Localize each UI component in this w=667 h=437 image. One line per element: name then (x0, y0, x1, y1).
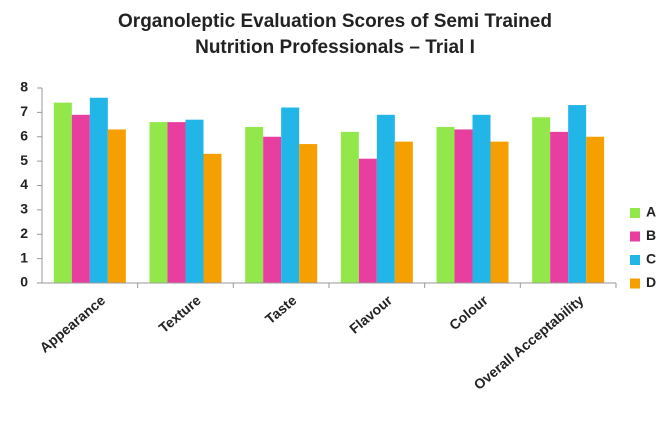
x-tick-label: Flavour (346, 292, 395, 337)
bar (550, 131, 569, 283)
y-tick-label: 7 (20, 103, 28, 119)
bar (376, 114, 395, 283)
x-tick-label: Overall Acceptability (470, 292, 586, 393)
bar (586, 136, 605, 283)
x-tick-label: Colour (446, 292, 491, 334)
bar (568, 105, 587, 283)
bar (263, 136, 282, 283)
bar (299, 144, 318, 283)
bar (281, 107, 300, 283)
bar (71, 114, 90, 283)
bar (89, 97, 108, 283)
bar (358, 158, 377, 283)
bar (532, 117, 551, 283)
x-tick-label: Texture (156, 292, 204, 336)
bar (107, 129, 126, 283)
y-tick-label: 4 (20, 176, 28, 192)
bar (394, 141, 413, 283)
bar (472, 114, 491, 283)
legend-swatch (630, 208, 640, 218)
chart-title: Nutrition Professionals – Trial I (195, 37, 475, 58)
bar (436, 127, 455, 283)
legend-swatch (630, 231, 640, 242)
bar (203, 153, 222, 283)
x-tick-label: Taste (262, 292, 300, 327)
legend-label: A (646, 204, 656, 220)
legend-label: C (646, 251, 656, 267)
bar (340, 131, 359, 283)
bar (167, 122, 186, 283)
bar (149, 122, 168, 283)
y-tick-label: 5 (20, 152, 28, 168)
y-tick-label: 6 (20, 127, 28, 143)
y-tick-label: 3 (20, 201, 28, 217)
y-tick-label: 0 (20, 274, 28, 290)
legend-swatch (630, 255, 640, 265)
legend-label: B (646, 227, 656, 243)
legend-label: D (646, 274, 656, 290)
y-tick-label: 2 (20, 225, 28, 241)
bar (454, 129, 473, 283)
bar (245, 127, 264, 283)
bar (490, 141, 509, 283)
y-tick-label: 1 (20, 249, 28, 265)
bar (53, 102, 72, 283)
chart-title: Organoleptic Evaluation Scores of Semi T… (118, 11, 552, 32)
legend-swatch (630, 278, 640, 289)
bar (185, 119, 204, 283)
x-tick-label: Appearance (36, 292, 108, 356)
y-tick-label: 8 (20, 79, 28, 95)
